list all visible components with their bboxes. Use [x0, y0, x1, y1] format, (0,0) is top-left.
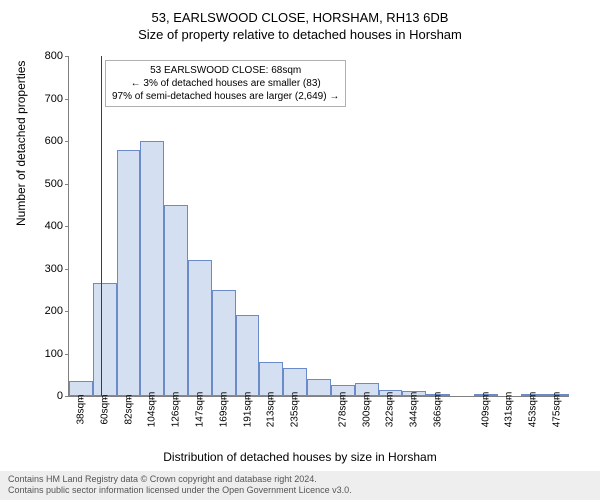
histogram-bar — [164, 205, 188, 396]
y-tick-mark — [65, 311, 69, 312]
x-tick-label: 453sqm — [528, 392, 539, 428]
histogram-bar — [307, 379, 331, 396]
chart-container: 53, EARLSWOOD CLOSE, HORSHAM, RH13 6DB S… — [0, 0, 600, 500]
x-tick-label: 300sqm — [361, 392, 372, 428]
y-tick-mark — [65, 184, 69, 185]
y-tick-mark — [65, 269, 69, 270]
x-tick-label: 278sqm — [337, 392, 348, 428]
y-tick-label: 0 — [31, 390, 63, 402]
y-tick-label: 600 — [31, 135, 63, 147]
y-tick-mark — [65, 56, 69, 57]
property-info-box: 53 EARLSWOOD CLOSE: 68sqm← 3% of detache… — [105, 60, 346, 107]
footer-line-1: Contains HM Land Registry data © Crown c… — [8, 474, 592, 485]
x-tick-label: 322sqm — [385, 392, 396, 428]
y-tick-label: 500 — [31, 178, 63, 190]
y-tick-label: 300 — [31, 263, 63, 275]
x-tick-label: 366sqm — [433, 392, 444, 428]
x-tick-label: 126sqm — [171, 392, 182, 428]
y-tick-label: 400 — [31, 220, 63, 232]
y-axis-label: Number of detached properties — [14, 61, 28, 226]
y-tick-mark — [65, 354, 69, 355]
y-tick-label: 200 — [31, 305, 63, 317]
x-tick-label: 38sqm — [75, 394, 86, 424]
info-box-line-2: ← 3% of detached houses are smaller (83) — [112, 77, 339, 90]
histogram-bar — [117, 150, 141, 397]
x-tick-label: 235sqm — [290, 392, 301, 428]
histogram-bar — [212, 290, 236, 396]
x-tick-label: 213sqm — [266, 392, 277, 428]
x-tick-label: 104sqm — [147, 392, 158, 428]
histogram-bar — [188, 260, 212, 396]
info-box-line-3: 97% of semi-detached houses are larger (… — [112, 90, 339, 103]
x-tick-label: 169sqm — [218, 392, 229, 428]
chart-plot-area: 010020030040050060070080038sqm60sqm82sqm… — [68, 56, 568, 396]
y-tick-mark — [65, 99, 69, 100]
chart-title-sub: Size of property relative to detached ho… — [0, 25, 600, 42]
x-tick-label: 60sqm — [99, 394, 110, 424]
x-tick-label: 344sqm — [409, 392, 420, 428]
property-marker-line — [101, 56, 102, 396]
histogram-bar — [93, 283, 117, 396]
x-tick-label: 409sqm — [480, 392, 491, 428]
y-tick-mark — [65, 396, 69, 397]
histogram-bar — [236, 315, 260, 396]
y-tick-mark — [65, 141, 69, 142]
chart-title-main: 53, EARLSWOOD CLOSE, HORSHAM, RH13 6DB — [0, 0, 600, 25]
y-tick-label: 700 — [31, 93, 63, 105]
x-tick-label: 431sqm — [504, 392, 515, 428]
x-tick-label: 191sqm — [242, 392, 253, 428]
histogram-bar — [140, 141, 164, 396]
x-tick-label: 82sqm — [123, 394, 134, 424]
attribution-footer: Contains HM Land Registry data © Crown c… — [0, 471, 600, 500]
y-tick-label: 100 — [31, 348, 63, 360]
y-tick-label: 800 — [31, 50, 63, 62]
info-box-line-1: 53 EARLSWOOD CLOSE: 68sqm — [112, 64, 339, 77]
x-tick-label: 147sqm — [194, 392, 205, 428]
x-tick-label: 475sqm — [552, 392, 563, 428]
y-tick-mark — [65, 226, 69, 227]
plot-region: 010020030040050060070080038sqm60sqm82sqm… — [68, 56, 569, 397]
footer-line-2: Contains public sector information licen… — [8, 485, 592, 496]
x-axis-label: Distribution of detached houses by size … — [0, 450, 600, 464]
